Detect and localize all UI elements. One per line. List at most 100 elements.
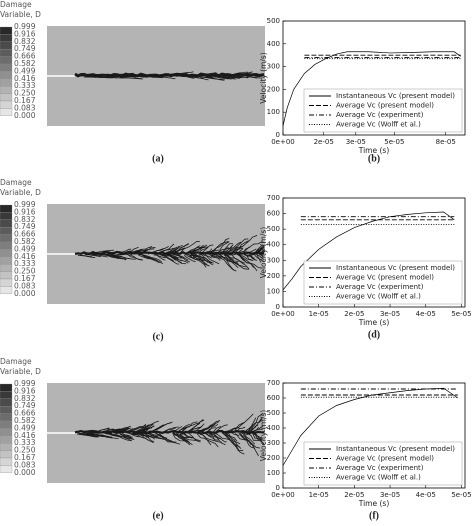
crack-branch (248, 426, 259, 434)
crack-branch (108, 425, 131, 433)
crack-branch (203, 253, 220, 265)
crack-branch (208, 241, 229, 256)
crack-branch (94, 249, 114, 253)
colorbar-swatch (0, 278, 13, 287)
x-tick-label: 4e-05 (416, 491, 436, 499)
y-tick-label: 600 (267, 210, 280, 218)
y-tick-label: 400 (267, 424, 280, 432)
colorbar-label: 0.916 (14, 29, 36, 38)
crack (74, 234, 266, 272)
crack-branch (221, 431, 241, 448)
crack-branch (232, 76, 242, 79)
crack-branch (187, 253, 207, 268)
colorbar-label: 0.749 (14, 44, 36, 53)
legend-label: Average Vc (Wolff et al.) (336, 121, 421, 129)
colorbar-label: 0.666 (14, 230, 36, 239)
crack-branch (165, 426, 183, 434)
colorbar-swatch (0, 271, 13, 280)
colorbar-title: Variable, D (0, 10, 41, 19)
colorbar-label: 0.582 (14, 237, 36, 246)
crack-branch (124, 423, 147, 433)
colorbar-swatch (0, 212, 13, 220)
legend-label: Instantaneous Vc (present model) (336, 264, 455, 272)
crack-branch (253, 428, 263, 433)
crack-branch (252, 432, 262, 441)
colorbar-label: 0.832 (14, 394, 36, 403)
crack-branch (205, 427, 216, 434)
crack-branch (166, 245, 183, 254)
crack-branch (209, 253, 221, 261)
crack-branch (155, 432, 175, 444)
colorbar-label: 0.916 (14, 207, 36, 216)
colorbar-label: 0.499 (14, 66, 36, 75)
colorbar-label: 0.333 (14, 259, 36, 268)
crack-branch (186, 245, 201, 254)
colorbar-label: 0.499 (14, 423, 36, 432)
crack-branch (131, 429, 149, 435)
crack-branch (97, 251, 107, 254)
crack-branch (224, 250, 241, 256)
crack-branch (143, 75, 160, 78)
colorbar-swatch (0, 219, 13, 228)
colorbar-title: Damage (0, 178, 32, 187)
colorbar-swatch (0, 63, 13, 72)
colorbar-title: Variable, D (0, 188, 41, 197)
crack-branch (205, 252, 215, 259)
colorbar-swatch (0, 264, 13, 272)
crack-branch (100, 74, 119, 77)
crack-branch (207, 432, 222, 440)
y-tick-label: 700 (267, 194, 280, 202)
series-line (282, 51, 461, 126)
crack-branch (133, 424, 150, 433)
plot-frame (282, 20, 466, 136)
crack-branch (216, 244, 234, 254)
crack-branch (115, 73, 137, 77)
y-axis-label: Velocity (m/s) (259, 227, 268, 278)
crack-branch (220, 241, 242, 255)
crack-branch (181, 419, 204, 433)
y-tick-label: 600 (267, 394, 280, 402)
colorbar-label: 0.250 (14, 446, 36, 455)
colorbar-swatch (0, 457, 13, 466)
crack-branch (120, 433, 134, 440)
colorbar-label: 0.832 (14, 37, 36, 46)
crack-branch (238, 432, 256, 449)
crack-branch (168, 73, 182, 77)
crack-branch (96, 75, 113, 78)
x-tick-label: 0e+00 (271, 138, 295, 146)
legend-label: Average Vc (present model) (336, 274, 434, 282)
y-tick-label: 100 (267, 469, 280, 477)
crack-branch (172, 434, 193, 446)
crack-branch (160, 254, 180, 265)
crack-branch (84, 253, 102, 258)
crack-branch (171, 432, 186, 441)
crack-branch (80, 74, 101, 76)
colorbar-label: 0.083 (14, 281, 36, 290)
colorbar-label: 0.416 (14, 431, 36, 440)
crack-branch (147, 246, 169, 255)
crack-branch (217, 255, 237, 272)
crack-branch (183, 255, 196, 263)
panel-label: (f) (369, 510, 379, 521)
crack-branch (200, 76, 226, 81)
crack-branch (171, 254, 189, 264)
crack-branch (244, 248, 257, 256)
crack-branch (202, 248, 213, 255)
x-tick-label: 0e+00 (271, 310, 295, 318)
colorbar-label: 0.999 (14, 200, 36, 209)
crack-branch (254, 254, 264, 262)
crack-branch (241, 72, 258, 77)
colorbar-swatch (0, 108, 13, 116)
x-tick-label: 2e-05 (344, 491, 364, 499)
crack-branch (219, 245, 244, 254)
crack-branch (138, 253, 152, 259)
crack-branch (261, 431, 265, 434)
panel-label: (d) (368, 329, 380, 340)
crack-branch (85, 428, 111, 434)
colorbar-label: 0.000 (14, 111, 36, 120)
x-tick-label: 0e+00 (271, 491, 295, 499)
crack-branch (258, 249, 265, 254)
colorbar-swatch (0, 420, 13, 429)
crack-branch (133, 424, 153, 434)
